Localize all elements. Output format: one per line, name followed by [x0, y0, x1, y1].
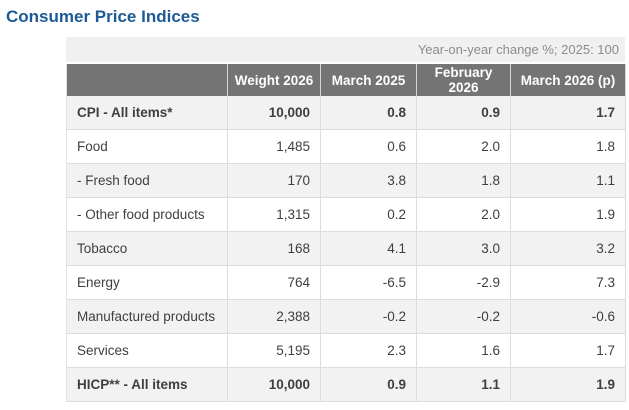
cell-march-2026-p: 1.9	[511, 198, 626, 232]
cell-march-2025: -0.2	[321, 300, 417, 334]
cell-february-2026: 2.0	[417, 130, 511, 164]
column-header-weight-2026: Weight 2026	[228, 64, 321, 96]
column-header-empty	[67, 64, 228, 96]
page-title: Consumer Price Indices	[6, 7, 200, 26]
cell-february-2026: 1.8	[417, 164, 511, 198]
table-row-other-food-products: - Other food products 1,315 0.2 2.0 1.9	[67, 198, 626, 232]
table-unit-caption: Year-on-year change %; 2025: 100	[66, 37, 625, 62]
column-header-march-2026-p: March 2026 (p)	[511, 64, 626, 96]
cell-february-2026: 3.0	[417, 232, 511, 266]
table-row-tobacco: Tobacco 168 4.1 3.0 3.2	[67, 232, 626, 266]
cell-march-2026-p: 1.7	[511, 334, 626, 368]
cell-weight: 10,000	[228, 368, 321, 402]
cell-weight: 168	[228, 232, 321, 266]
row-label: - Fresh food	[67, 164, 228, 198]
table-row-food: Food 1,485 0.6 2.0 1.8	[67, 130, 626, 164]
cell-march-2025: 0.9	[321, 368, 417, 402]
header-row: Weight 2026 March 2025 February 2026 Mar…	[67, 64, 626, 96]
cell-march-2026-p: 1.1	[511, 164, 626, 198]
table-row-hicp-all-items: HICP** - All items 10,000 0.9 1.1 1.9	[67, 368, 626, 402]
cell-march-2026-p: 1.8	[511, 130, 626, 164]
cell-february-2026: 1.6	[417, 334, 511, 368]
cell-march-2025: 4.1	[321, 232, 417, 266]
row-label: Manufactured products	[67, 300, 228, 334]
table-body: CPI - All items* 10,000 0.8 0.9 1.7 Food…	[67, 96, 626, 402]
cell-february-2026: 2.0	[417, 198, 511, 232]
cpi-table: Weight 2026 March 2025 February 2026 Mar…	[66, 64, 626, 402]
cell-weight: 5,195	[228, 334, 321, 368]
cell-march-2026-p: 1.7	[511, 96, 626, 130]
column-header-february-2026: February 2026	[417, 64, 511, 96]
cell-march-2025: 0.6	[321, 130, 417, 164]
cell-february-2026: 0.9	[417, 96, 511, 130]
table-header: Weight 2026 March 2025 February 2026 Mar…	[67, 64, 626, 96]
row-label: - Other food products	[67, 198, 228, 232]
cell-march-2026-p: 1.9	[511, 368, 626, 402]
table-row-fresh-food: - Fresh food 170 3.8 1.8 1.1	[67, 164, 626, 198]
cell-weight: 170	[228, 164, 321, 198]
cell-march-2025: -6.5	[321, 266, 417, 300]
cpi-table-zone: Year-on-year change %; 2025: 100 Weight …	[66, 37, 626, 402]
table-row-energy: Energy 764 -6.5 -2.9 7.3	[67, 266, 626, 300]
cell-march-2026-p: 3.2	[511, 232, 626, 266]
cell-march-2025: 2.3	[321, 334, 417, 368]
cell-weight: 10,000	[228, 96, 321, 130]
cell-weight: 764	[228, 266, 321, 300]
cell-march-2026-p: -0.6	[511, 300, 626, 334]
cell-march-2025: 0.2	[321, 198, 417, 232]
row-label: CPI - All items*	[67, 96, 228, 130]
row-label: Tobacco	[67, 232, 228, 266]
cell-weight: 2,388	[228, 300, 321, 334]
table-row-manufactured-products: Manufactured products 2,388 -0.2 -0.2 -0…	[67, 300, 626, 334]
cell-february-2026: 1.1	[417, 368, 511, 402]
cell-february-2026: -0.2	[417, 300, 511, 334]
row-label: Energy	[67, 266, 228, 300]
table-row-cpi-all-items: CPI - All items* 10,000 0.8 0.9 1.7	[67, 96, 626, 130]
row-label: Food	[67, 130, 228, 164]
cell-weight: 1,485	[228, 130, 321, 164]
cell-weight: 1,315	[228, 198, 321, 232]
table-row-services: Services 5,195 2.3 1.6 1.7	[67, 334, 626, 368]
cell-march-2025: 3.8	[321, 164, 417, 198]
column-header-march-2025: March 2025	[321, 64, 417, 96]
cell-march-2025: 0.8	[321, 96, 417, 130]
row-label: Services	[67, 334, 228, 368]
cell-february-2026: -2.9	[417, 266, 511, 300]
row-label: HICP** - All items	[67, 368, 228, 402]
cell-march-2026-p: 7.3	[511, 266, 626, 300]
